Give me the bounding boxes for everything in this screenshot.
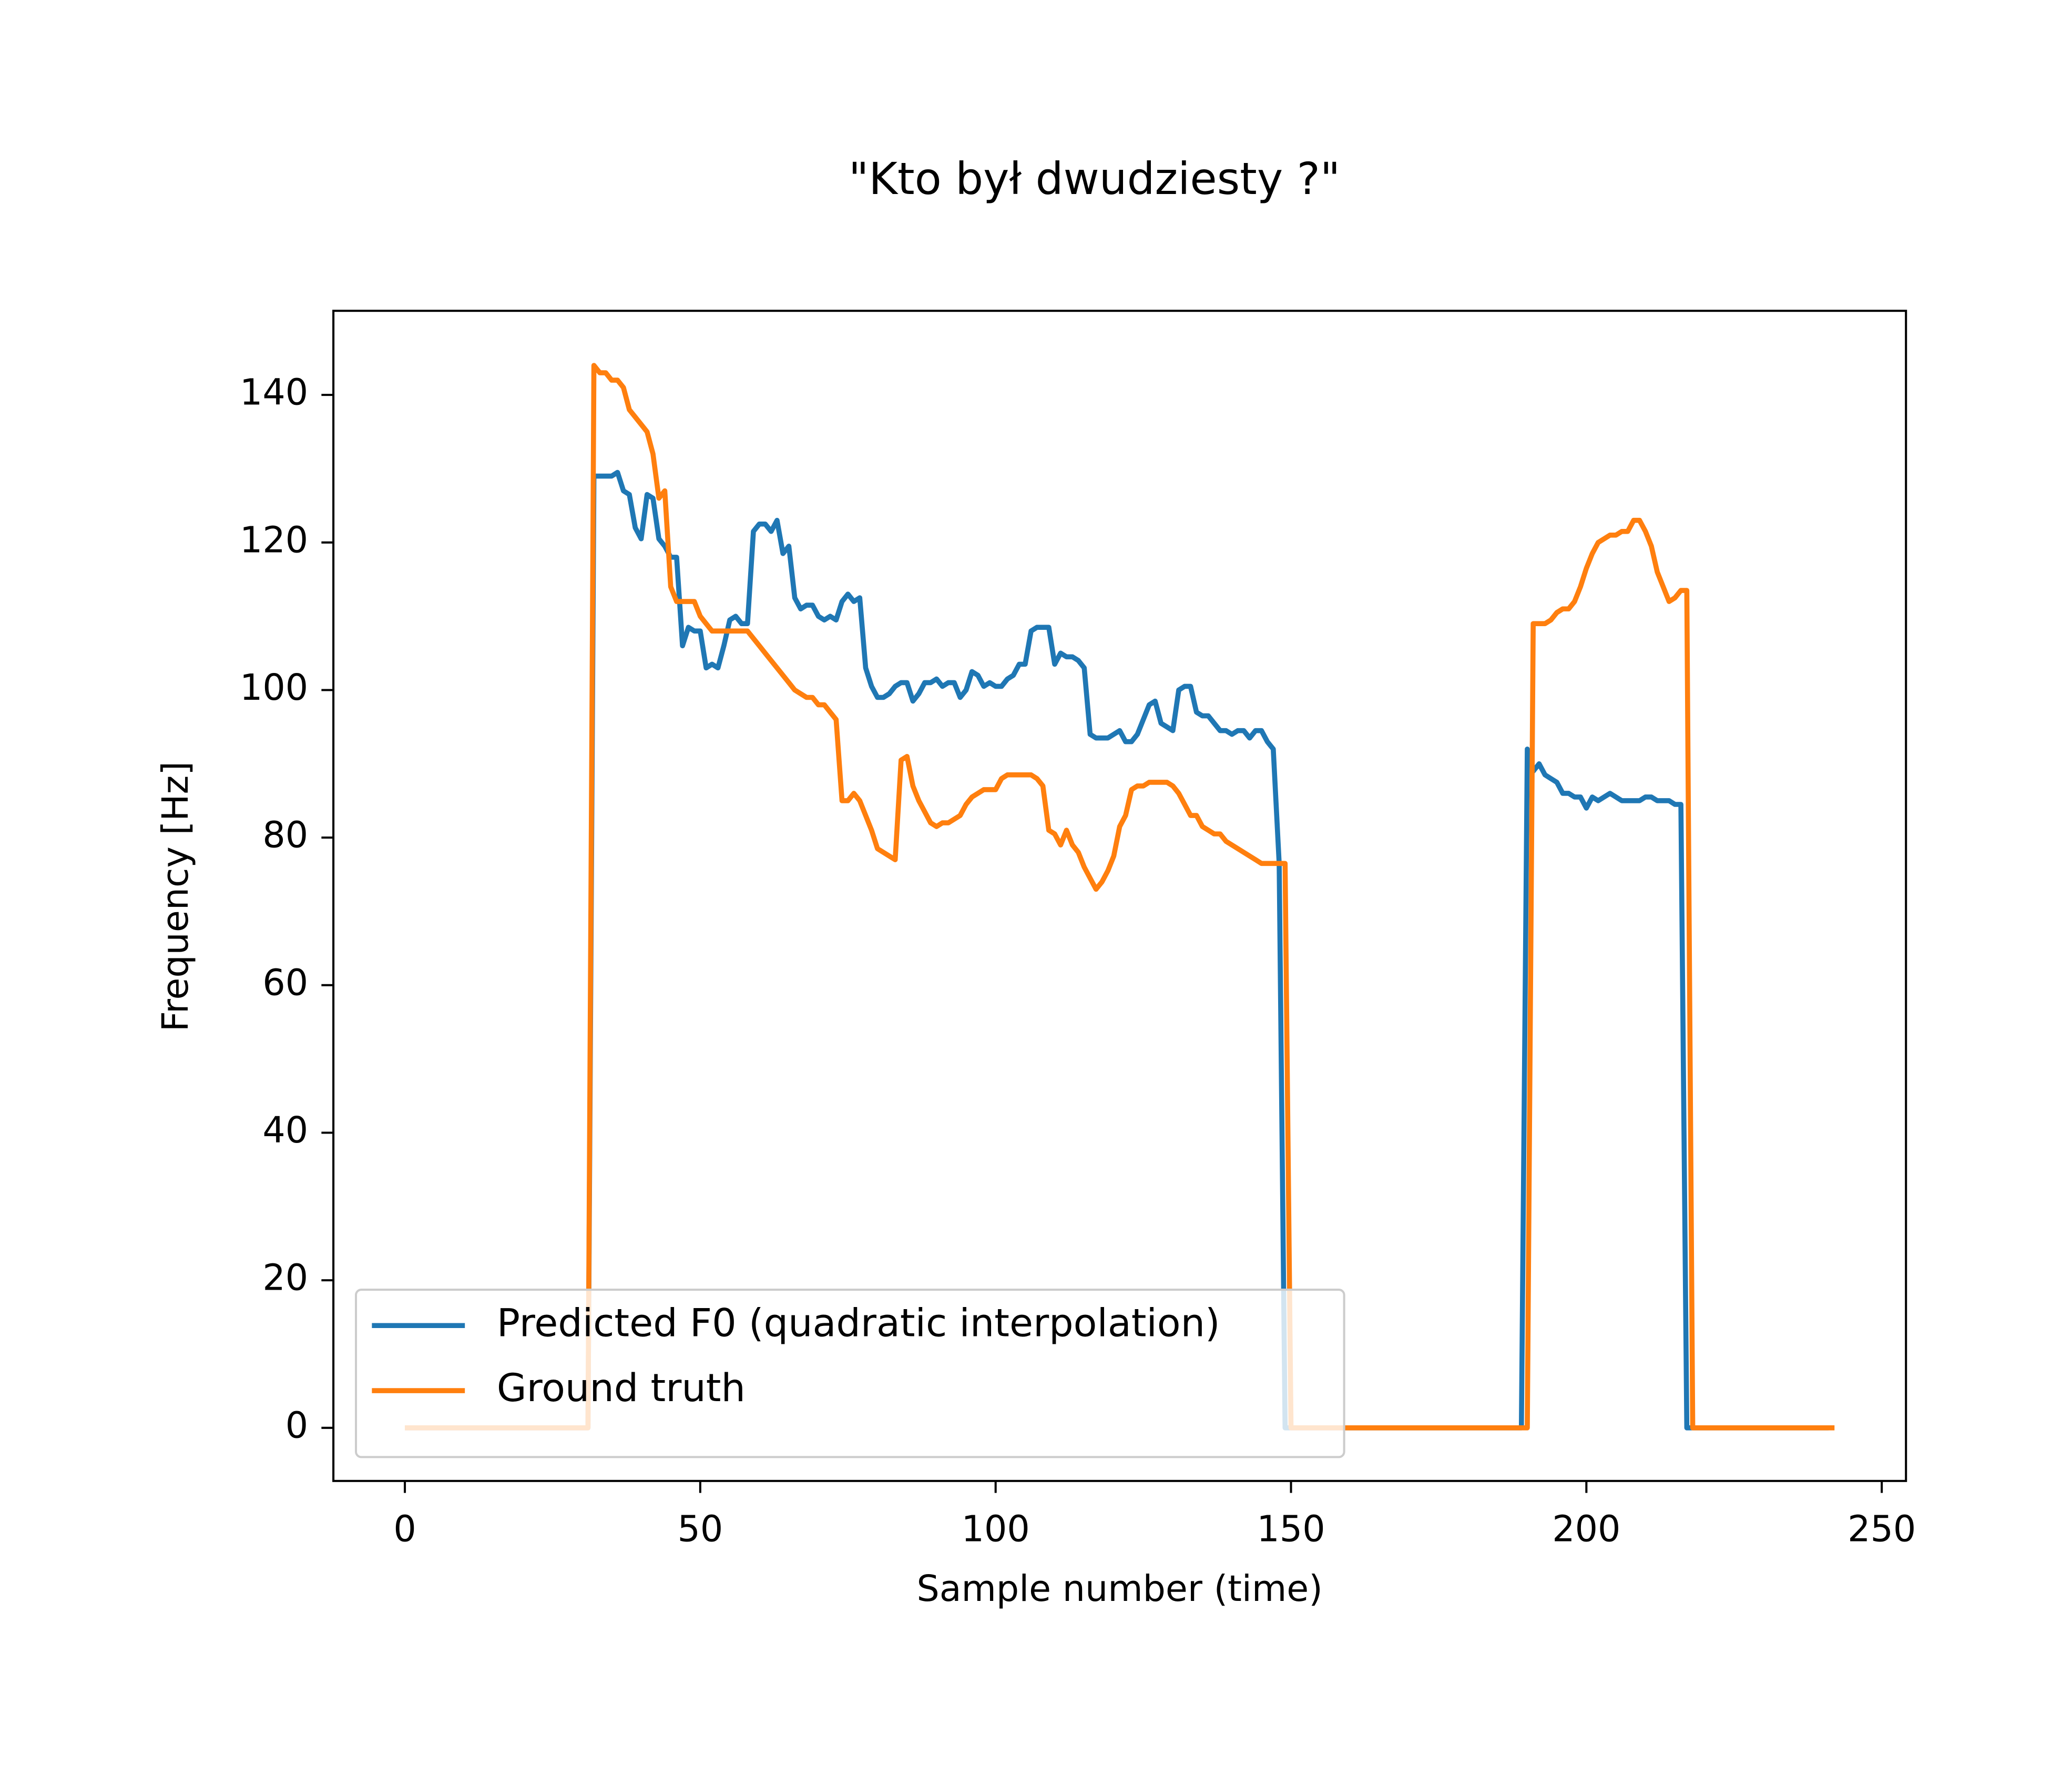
y-axis-label: Frequency [Hz]	[155, 761, 197, 1032]
legend-box	[355, 1289, 1345, 1458]
x-tick-label: 50	[677, 1508, 723, 1550]
plot-frame	[332, 310, 1907, 1482]
y-tick-label: 0	[285, 1405, 308, 1446]
y-tick-label: 60	[262, 962, 308, 1004]
x-tick-label: 150	[1257, 1508, 1325, 1550]
y-tick-label: 100	[240, 667, 308, 709]
legend-label: Ground truth	[497, 1366, 746, 1411]
y-tick-label: 40	[262, 1110, 308, 1151]
series-line	[405, 363, 1835, 1431]
x-axis-label: Sample number (time)	[916, 1568, 1322, 1610]
x-tick-label: 200	[1552, 1508, 1620, 1550]
x-tick-label: 100	[962, 1508, 1030, 1550]
chart-title: "Kto był dwudziesty ?"	[849, 154, 1340, 205]
y-tick-label: 140	[240, 372, 308, 414]
y-tick-label: 80	[262, 815, 308, 856]
legend-label: Predicted F0 (quadratic interpolation)	[497, 1301, 1220, 1345]
x-tick-label: 250	[1848, 1508, 1916, 1550]
y-tick-label: 120	[240, 519, 308, 561]
series-line	[405, 469, 1829, 1431]
y-tick-label: 20	[262, 1258, 308, 1299]
x-tick-label: 0	[393, 1508, 416, 1550]
